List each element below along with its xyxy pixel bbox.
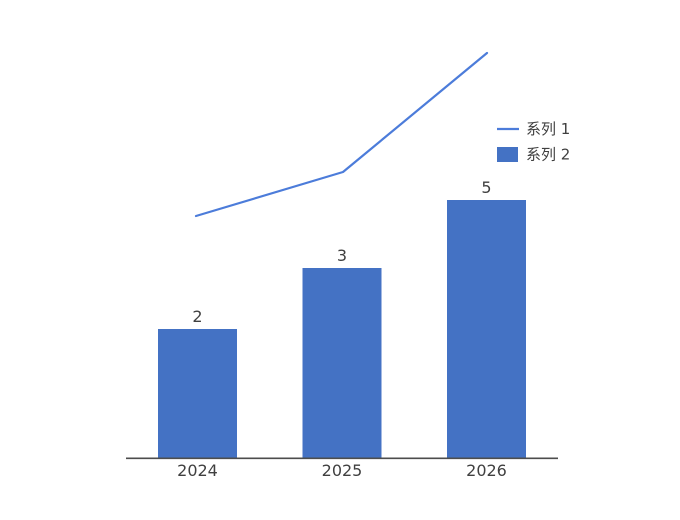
bar-value-label-2026: 5 bbox=[481, 178, 491, 197]
bar-value-label-2024: 2 bbox=[192, 307, 202, 326]
x-tick-label-2026: 2026 bbox=[466, 461, 507, 480]
series1-line bbox=[194, 51, 489, 218]
x-tick-label-2024: 2024 bbox=[177, 461, 218, 480]
bar-2024 bbox=[158, 329, 237, 459]
bar-value-label-2025: 3 bbox=[337, 246, 347, 265]
legend: 系列 1 系列 2 bbox=[497, 120, 570, 164]
x-tick-label-2025: 2025 bbox=[322, 461, 363, 480]
legend-label-series1: 系列 1 bbox=[526, 120, 570, 138]
bar-2025 bbox=[302, 268, 382, 459]
legend-label-series2: 系列 2 bbox=[526, 146, 570, 164]
legend-bar-marker bbox=[497, 147, 518, 162]
bar-2026 bbox=[447, 200, 526, 459]
